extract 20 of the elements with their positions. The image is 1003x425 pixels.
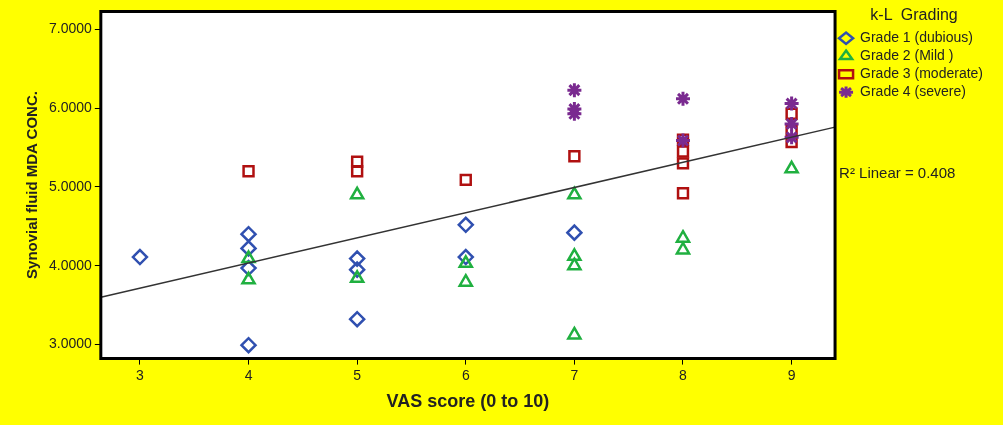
x-tick-label: 3 <box>136 366 145 383</box>
legend-label: Grade 2 (Mild ) <box>860 47 954 64</box>
y-tick-label: 3.0000 <box>48 335 93 352</box>
legend-label: Grade 4 (severe) <box>860 83 966 100</box>
y-axis-title: Synovial fluid MDA CONC. <box>23 91 41 279</box>
x-tick-label: 9 <box>787 366 796 383</box>
text: R² Linear = 0.408 <box>839 164 956 182</box>
legend-title: k-L Grading <box>870 6 958 24</box>
x-tick-label: 6 <box>461 366 470 383</box>
legend-label: Grade 3 (moderate) <box>860 65 984 82</box>
y-tick-label: 4.0000 <box>48 256 93 273</box>
x-tick-label: 5 <box>353 366 362 383</box>
y-tick-label: 5.0000 <box>48 177 93 194</box>
y-tick-label: 6.0000 <box>48 99 93 116</box>
x-tick-label: 4 <box>244 366 253 383</box>
x-tick-label: 7 <box>570 366 579 383</box>
legend-label: Grade 1 (dubious) <box>860 29 973 46</box>
x-tick-label: 8 <box>679 366 688 383</box>
x-axis-title: VAS score (0 to 10) <box>386 391 550 412</box>
y-tick-label: 7.0000 <box>48 20 93 37</box>
